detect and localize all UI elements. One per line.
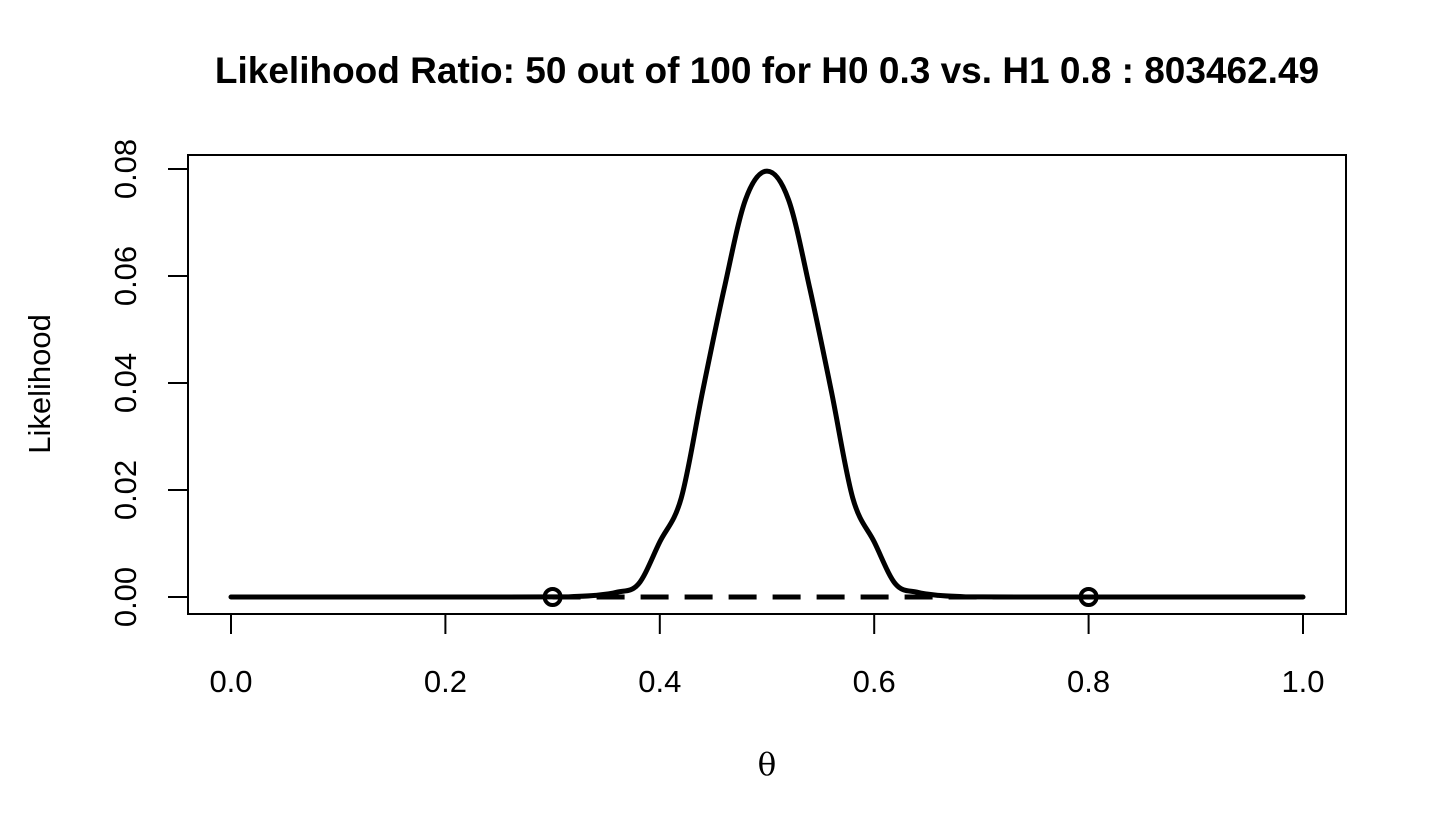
likelihood-curve [228,168,1306,600]
x-tick-label: 0.2 [424,664,467,699]
y-axis: 0.00 0.02 0.04 0.06 0.08 [108,139,189,627]
x-axis-label: θ [758,747,777,783]
x-tick-label: 0.6 [853,664,896,699]
x-tick-label: 1.0 [1281,664,1324,699]
x-axis: 0.0 0.2 0.4 0.6 0.8 1.0 [209,613,1325,699]
x-tick-label: 0.4 [638,664,681,699]
hypothesis-marker-h0 [542,587,563,607]
x-tick-label: 0.8 [1067,664,1110,699]
y-tick-label: 0.06 [108,246,143,306]
hypothesis-marker-h1 [1078,587,1099,607]
plot-frame [187,154,1347,615]
y-tick-label: 0.00 [108,567,143,627]
y-axis-label: Likelihood [22,314,57,454]
x-tick-label: 0.0 [209,664,252,699]
y-tick-label: 0.02 [108,460,143,520]
plot-area [228,168,1306,607]
y-tick-label: 0.08 [108,139,143,199]
y-tick-label: 0.04 [108,353,143,413]
chart-title: Likelihood Ratio: 50 out of 100 for H0 0… [215,50,1319,91]
